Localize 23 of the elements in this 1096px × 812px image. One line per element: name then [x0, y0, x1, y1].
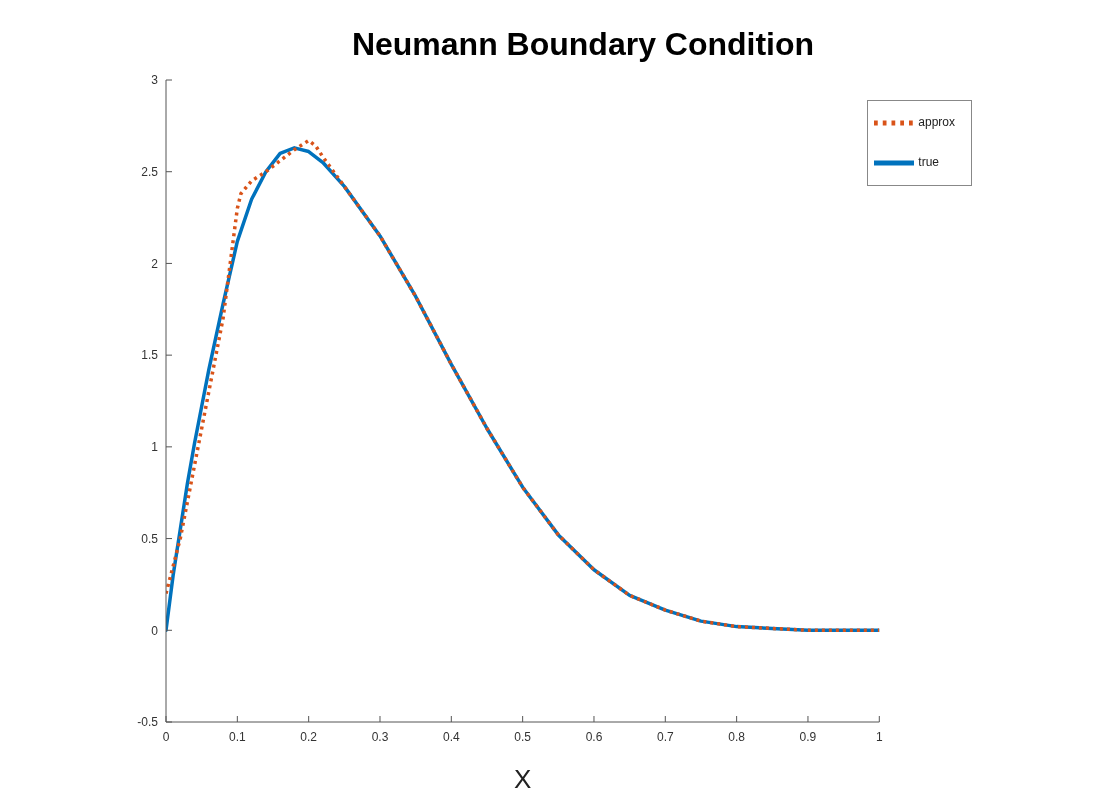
y-tick-label: 3 — [151, 73, 159, 88]
x-tick-label: 0.2 — [300, 729, 318, 744]
y-tick-label: 1 — [151, 440, 159, 455]
x-tick-label: 0.7 — [656, 729, 674, 744]
legend-label: approx — [918, 115, 955, 130]
y-tick-label: 0 — [151, 623, 159, 638]
x-tick-label: 1 — [875, 729, 883, 744]
x-tick-label: 0 — [162, 729, 170, 744]
x-tick-label: 0.5 — [514, 729, 532, 744]
x-tick-label: 0.1 — [228, 729, 246, 744]
x-tick-label: 0.8 — [728, 729, 746, 744]
x-tick-label: 0.6 — [585, 729, 603, 744]
y-tick-label: -0.5 — [137, 715, 159, 730]
y-tick-label: 2 — [151, 256, 159, 271]
x-tick-label: 0.4 — [442, 729, 460, 744]
y-tick-label: 2.5 — [141, 164, 159, 179]
legend-label: true — [918, 155, 939, 170]
x-tick-label: 0.9 — [799, 729, 817, 744]
y-tick-label: 1.5 — [141, 348, 159, 363]
x-tick-label: 0.3 — [371, 729, 389, 744]
x-axis-title: X — [513, 764, 532, 794]
chart-title: Neumann Boundary Condition — [350, 26, 816, 63]
y-tick-label: 0.5 — [141, 531, 159, 546]
